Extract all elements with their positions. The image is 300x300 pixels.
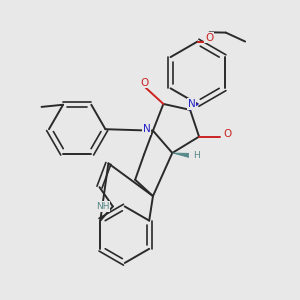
Polygon shape [172,153,189,158]
Text: O: O [140,77,148,88]
Text: O: O [205,33,214,43]
Text: NH: NH [96,202,109,211]
Text: N: N [142,124,150,134]
Text: H: H [193,151,200,160]
Text: N: N [188,99,196,109]
Text: O: O [223,129,231,139]
